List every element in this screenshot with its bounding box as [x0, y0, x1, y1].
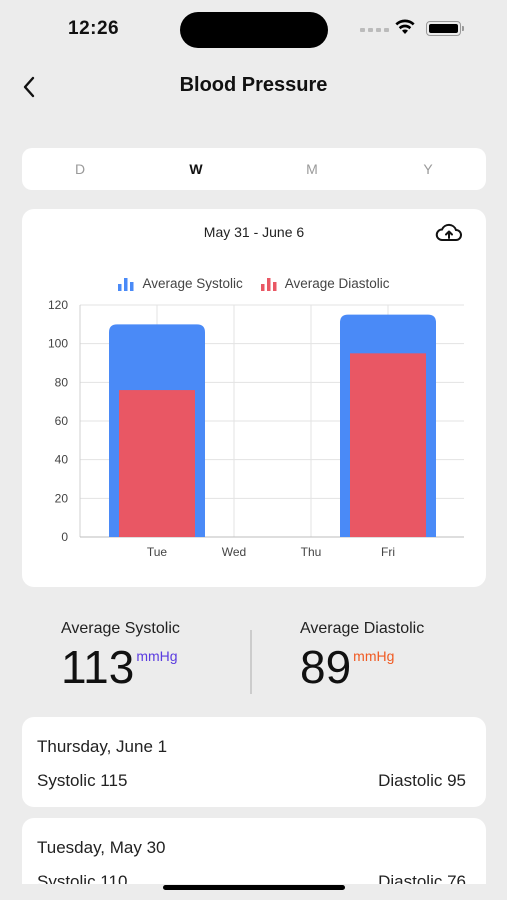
bar-chart-icon: [118, 277, 134, 291]
status-time: 12:26: [68, 18, 120, 39]
diastolic-bar: [350, 353, 426, 537]
reading-systolic: Systolic 115: [37, 771, 128, 790]
date-range-label: May 31 - June 6: [203, 224, 305, 240]
legend-label-diastolic: Average Diastolic: [284, 276, 390, 291]
legend-label-systolic: Average Systolic: [142, 276, 243, 291]
reading-card[interactable]: Thursday, June 1 Systolic 115 Diastolic …: [22, 717, 486, 807]
period-segmented-control: D W M Y: [22, 148, 486, 190]
x-tick-label: Thu: [301, 545, 322, 559]
y-tick-label: 100: [48, 337, 68, 351]
segment-year[interactable]: Y: [423, 161, 433, 177]
legend-item-diastolic[interactable]: Average Diastolic: [260, 276, 390, 291]
summary-systolic-unit: mmHg: [136, 648, 178, 664]
legend-item-systolic[interactable]: Average Systolic: [118, 276, 243, 291]
summary-divider: [250, 630, 252, 694]
cloud-upload-button[interactable]: [434, 221, 464, 245]
summary-section: Average Systolic 113 mmHg Average Diasto…: [0, 620, 507, 700]
x-tick-label: Fri: [381, 545, 395, 559]
y-tick-label: 20: [55, 491, 69, 505]
chevron-left-icon: [23, 76, 35, 98]
reading-diastolic: Diastolic 95: [378, 771, 466, 790]
battery-icon: [426, 21, 464, 36]
segment-month[interactable]: M: [306, 161, 318, 177]
chart-card: May 31 - June 6 Average Systolic Average…: [22, 209, 486, 587]
summary-diastolic-unit: mmHg: [353, 648, 395, 664]
bottom-fade: [0, 884, 507, 900]
y-tick-label: 60: [55, 414, 69, 428]
bar-chart-icon: [260, 277, 277, 291]
summary-systolic: Average Systolic 113 mmHg: [61, 620, 180, 692]
y-tick-label: 80: [55, 375, 69, 389]
chart-legend: Average Systolic Average Diastolic: [22, 276, 486, 291]
segment-day[interactable]: D: [74, 161, 86, 177]
blood-pressure-chart: 0 20 40 60 80 100 120 Tue Wed Thu Fri: [48, 298, 464, 559]
home-indicator: [163, 885, 345, 890]
reading-date: Tuesday, May 30: [37, 838, 166, 857]
nav-bar: Blood Pressure: [0, 64, 507, 108]
summary-diastolic-value: 89: [300, 641, 352, 693]
status-bar: 12:26: [0, 0, 507, 60]
cellular-signal-icon: [360, 28, 389, 32]
wifi-icon: [395, 19, 415, 34]
cloud-upload-icon: [435, 223, 462, 241]
y-tick-label: 0: [61, 530, 68, 544]
dynamic-island: [180, 12, 328, 48]
x-tick-label: Wed: [222, 545, 246, 559]
summary-diastolic-label: Average Diastolic: [300, 620, 425, 637]
y-tick-label: 120: [48, 298, 68, 312]
segment-week[interactable]: W: [189, 161, 203, 177]
back-button[interactable]: [14, 72, 44, 102]
diastolic-bar: [119, 390, 195, 537]
page-title: Blood Pressure: [179, 74, 328, 96]
reading-date: Thursday, June 1: [37, 737, 168, 756]
summary-systolic-label: Average Systolic: [61, 620, 180, 637]
y-tick-label: 40: [55, 453, 69, 467]
summary-diastolic: Average Diastolic 89 mmHg: [300, 620, 424, 692]
x-tick-label: Tue: [147, 545, 168, 559]
summary-systolic-value: 113: [61, 641, 135, 693]
